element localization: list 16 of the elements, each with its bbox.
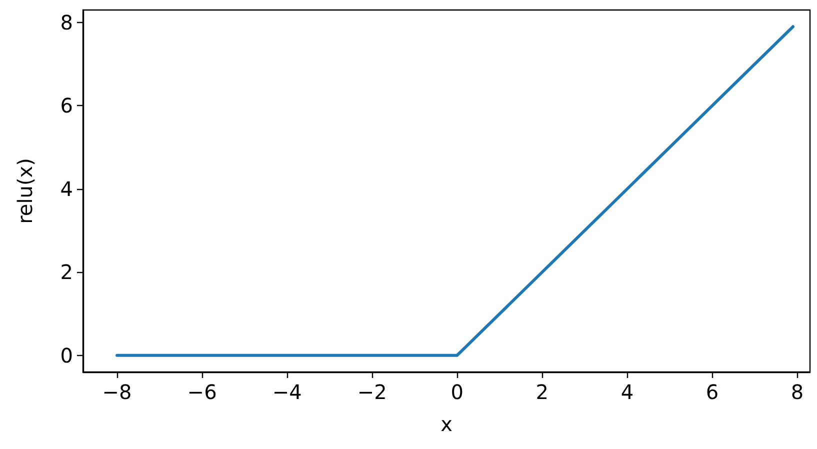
- x-tick-label: −8: [102, 380, 132, 404]
- x-tick-label: −6: [187, 380, 217, 404]
- x-tick-label: −2: [357, 380, 387, 404]
- y-tick-label: 8: [60, 10, 73, 34]
- x-tick-label: −4: [272, 380, 302, 404]
- x-tick-label: 2: [536, 380, 549, 404]
- y-tick-label: 2: [60, 260, 73, 284]
- y-tick-label: 0: [60, 343, 73, 368]
- x-tick-label: 0: [450, 380, 464, 404]
- y-axis-title: relu(x): [13, 158, 37, 224]
- x-axis-title: x: [440, 412, 453, 436]
- y-tick-label: 4: [60, 176, 73, 201]
- x-tick-label: 4: [620, 380, 634, 404]
- y-tick-label: 6: [60, 94, 73, 118]
- x-tick-label: 6: [706, 380, 719, 404]
- x-tick-label: 8: [790, 380, 804, 404]
